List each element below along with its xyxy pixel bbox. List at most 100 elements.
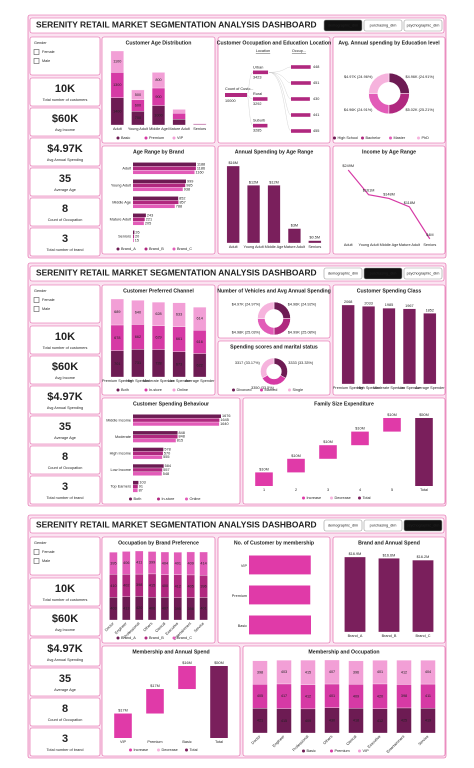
checkbox[interactable] [33, 306, 40, 312]
checkbox[interactable] [33, 549, 40, 555]
bar [193, 306, 207, 331]
kpi-label: Count of Occupation [48, 218, 83, 222]
tab[interactable] [403, 519, 443, 532]
tab-label[interactable]: purchasing_dim [370, 524, 397, 528]
x-tick-label: Service [193, 622, 205, 634]
x-tick-label: 5 [391, 488, 393, 492]
x-tick-label: Doctor [251, 734, 262, 745]
kpi-value: 3 [62, 233, 68, 245]
bar-value: 1400 [113, 109, 121, 113]
filter-option[interactable]: Female [42, 50, 55, 54]
bar [133, 196, 179, 201]
tab-label[interactable]: psychographic_dim [407, 272, 440, 276]
x-tick-label: Others [143, 622, 154, 633]
filter-option[interactable]: Male [42, 307, 50, 311]
tree-leaf [291, 113, 311, 117]
tab-label[interactable]: demographic_dim [328, 24, 358, 28]
bar-value: 415 [281, 719, 287, 723]
y-tick-label: Premium [232, 594, 247, 598]
legend-swatch [417, 136, 420, 140]
tab[interactable] [323, 519, 363, 532]
chart-card [242, 645, 446, 757]
bar [186, 551, 195, 576]
checkbox[interactable] [33, 49, 40, 55]
filter-option[interactable]: Male [42, 59, 50, 63]
tab[interactable] [403, 19, 443, 32]
tab[interactable] [363, 19, 403, 32]
legend-label: Both [134, 497, 142, 501]
checkbox[interactable] [33, 558, 40, 564]
bar-value: 398 [257, 671, 263, 675]
kpi-label: Avg Income [55, 376, 75, 380]
bar [378, 558, 400, 633]
x-tick-label: Low Spender [168, 379, 191, 383]
kpi-label: Avg Annual Spending [47, 158, 83, 162]
bar-value: 1640 [220, 422, 228, 426]
kpi-label: Total number of customers [43, 598, 88, 602]
legend-label: Brand_A [121, 247, 136, 251]
bar-value: 395 [175, 607, 181, 611]
tab-label[interactable]: psychographic_dim [407, 524, 440, 528]
bar-value: 800 [155, 78, 161, 82]
bar-value: $10M [355, 427, 365, 431]
chart-title: Customer Preferred Channel [123, 288, 194, 294]
tab-label[interactable]: purchasing_dim [370, 272, 397, 276]
slice-label: $4.96K (24.91%) [406, 75, 435, 79]
filter-option[interactable]: Female [42, 298, 55, 302]
tab-label[interactable]: purchasing_dim [370, 24, 397, 28]
x-tick-label: Premium Spender [333, 386, 364, 390]
filter-option[interactable]: Male [42, 559, 50, 563]
bar-value: 415 [305, 670, 311, 674]
x-tick-label: Middle Age [265, 245, 284, 249]
bar-value: 243 [147, 213, 153, 217]
bar [109, 552, 118, 575]
bar [133, 217, 145, 222]
x-tick-label: Adult [113, 127, 123, 131]
chart-title: Age Range by Brand [133, 149, 184, 155]
tree-node [253, 97, 268, 101]
bar-value: 403 [281, 670, 287, 674]
bar [151, 72, 166, 89]
kpi-card [29, 727, 101, 757]
x-tick-label: Seniors [193, 127, 206, 131]
legend-swatch [172, 136, 176, 140]
legend-label: Bachelor [366, 136, 382, 140]
legend-label: Premium [335, 749, 350, 753]
bar-value: 848 [179, 431, 185, 435]
y-tick-label: Middle Age [112, 201, 131, 205]
kpi-value: $60K [52, 361, 78, 373]
bar [133, 238, 134, 243]
tab[interactable] [403, 267, 443, 280]
tab[interactable] [323, 19, 363, 32]
kpi-card [29, 227, 101, 257]
legend-swatch [129, 497, 132, 501]
checkbox[interactable] [33, 297, 40, 303]
bar-value: 414 [200, 562, 206, 566]
bar-value: 87 [139, 488, 143, 492]
x-tick-label: Total [215, 740, 223, 744]
kpi-label: Total number of customers [43, 346, 88, 350]
tab[interactable] [363, 267, 403, 280]
x-tick-label: Premium [147, 740, 162, 744]
bar-value: 570 [164, 451, 170, 455]
bar-value: 412 [401, 670, 407, 674]
waterfall-bar [146, 689, 164, 714]
kpi-label: Total number of customers [43, 98, 88, 102]
bar [172, 113, 186, 120]
bar [133, 230, 135, 235]
bar-value: 398 [401, 694, 407, 698]
tab[interactable] [323, 267, 363, 280]
bar [133, 213, 146, 218]
filter-card [29, 536, 101, 576]
tab-label[interactable]: psychographic_dim [407, 24, 440, 28]
legend-swatch [144, 247, 148, 251]
tab[interactable] [363, 519, 403, 532]
chart-title: Membership and Annual Spend [132, 649, 209, 655]
tree-link [268, 66, 292, 73]
filter-option[interactable]: Female [42, 550, 55, 554]
slice-label: $4.96K (24.91%) [344, 108, 373, 112]
kpi-card [29, 385, 101, 415]
tab-label[interactable]: demographic_dim [328, 524, 358, 528]
checkbox[interactable] [33, 58, 40, 64]
tab-label[interactable]: demographic_dim [328, 272, 358, 276]
